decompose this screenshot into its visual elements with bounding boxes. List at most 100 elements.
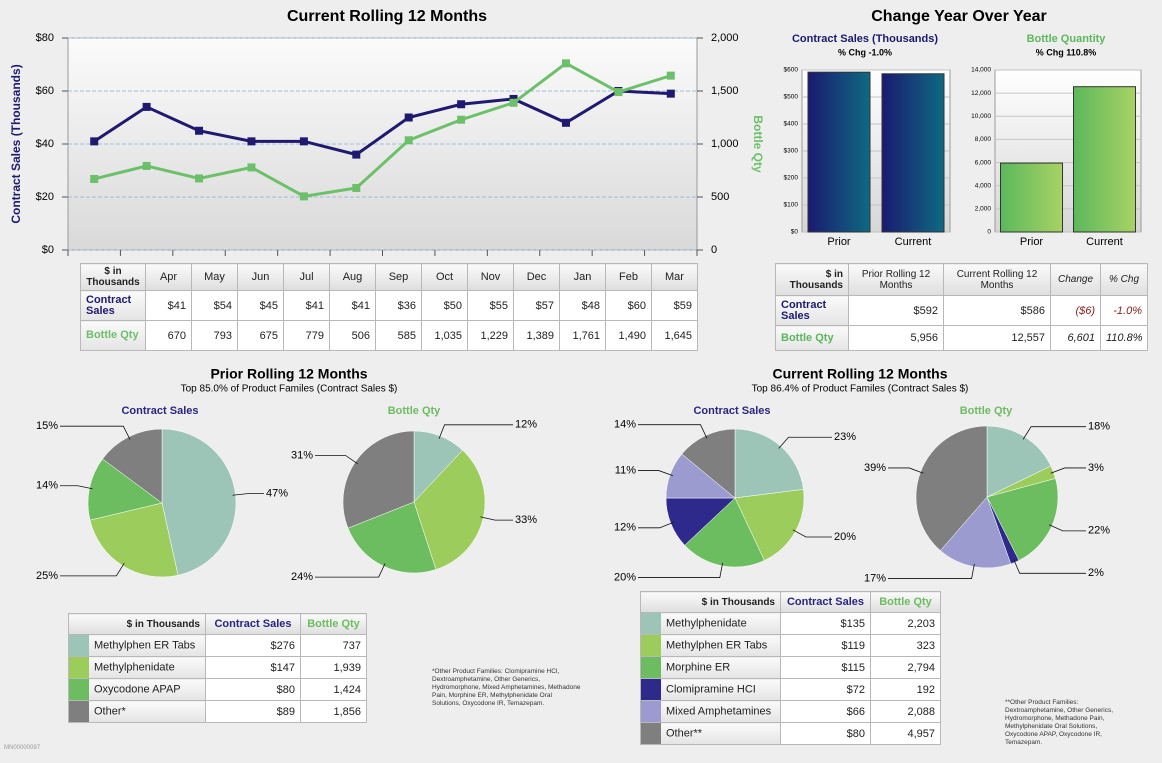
table-cell: $45 [237, 290, 284, 321]
chart-title: Bottle Quantity [1027, 33, 1107, 45]
table-cell: $41 [329, 290, 376, 321]
table-header: $ in Thousands [775, 263, 849, 296]
table-row: $ in Thousands Contract Sales Bottle Qty [640, 591, 941, 613]
leader-line [480, 516, 513, 521]
point [509, 98, 518, 107]
footnote: *Other Product Families: Clomipramine HC… [432, 668, 581, 707]
table-cell: 12,557 [943, 325, 1051, 351]
table-cell: 1,035 [421, 320, 468, 351]
point [142, 102, 151, 111]
color-swatch [69, 657, 89, 678]
table-cell: 793 [191, 320, 238, 351]
point [561, 118, 570, 127]
table-cell: 4,957 [870, 722, 941, 745]
table-row: $ in Thousands Prior Rolling 12 Months Cur… [775, 263, 1148, 296]
point [299, 137, 308, 146]
x-tick-label: Prior [827, 236, 851, 248]
table-header: $ in Thousands [68, 613, 206, 635]
table-cell: $89 [205, 700, 301, 723]
table-cell: 1,856 [300, 700, 367, 723]
y-tick-label: $300 [784, 148, 799, 155]
table-cell: 110.8% [1100, 325, 1148, 351]
category-label: Methylphenidate [94, 661, 175, 674]
pie-title: Contract Sales [693, 405, 770, 417]
color-swatch [69, 701, 89, 722]
bar [1073, 86, 1136, 233]
y-axis-label: Contract Sales (Thousands) [9, 64, 23, 223]
x-tick-label: Current [895, 236, 932, 248]
chart-title: Prior Rolling 12 Months [210, 366, 367, 382]
row-header: Methylphen ER Tabs [640, 634, 781, 657]
table-cell: 1,389 [513, 320, 560, 351]
column-header: Prior Rolling 12 Months [848, 263, 944, 296]
column-header: Bottle Qty [300, 613, 367, 635]
table-header: $ in Thousands [640, 591, 781, 613]
table-cell: $57 [513, 290, 560, 321]
table-row: Oxycodone APAP $80 1,424 [68, 678, 367, 701]
y-tick-label: 8,000 [975, 136, 992, 143]
y-tick-label: 12,000 [971, 90, 991, 97]
data-label: 12% [614, 522, 636, 534]
pie-title: Contract Sales [121, 405, 198, 417]
doc-id: MN00000097 [4, 745, 41, 751]
data-label: 22% [1088, 525, 1110, 537]
color-swatch [641, 613, 661, 634]
leader-line [1050, 467, 1086, 474]
column-header: Apr [145, 263, 192, 291]
column-header: Contract Sales [205, 613, 301, 635]
data-label: 14% [36, 480, 58, 492]
table-row: Morphine ER $115 2,794 [640, 656, 941, 679]
leader-line [232, 493, 264, 496]
y2-tick-label: 500 [711, 191, 729, 203]
table-cell: 506 [329, 320, 376, 351]
point [247, 163, 256, 172]
color-swatch [69, 635, 89, 656]
table-row: Methylphenidate $135 2,203 [640, 612, 941, 635]
table-cell: 779 [283, 320, 330, 351]
chart-subtitle: % Chg 110.8% [1036, 47, 1097, 57]
bar [807, 71, 871, 233]
column-header: Oct [421, 263, 468, 291]
data-label: 33% [515, 514, 537, 526]
chart-title: Current Rolling 12 Months [773, 366, 948, 382]
leader-line [60, 562, 125, 577]
column-header: Current Rolling 12 Months [943, 263, 1051, 296]
table-cell: $41 [283, 290, 330, 321]
table-cell: $80 [205, 678, 301, 701]
table-row: Contract Sales $592 $586 ($6) -1.0% [775, 295, 1148, 326]
table-cell: $59 [651, 290, 698, 321]
table-cell: $54 [191, 290, 238, 321]
column-header: Aug [329, 263, 376, 291]
table-row: Contract Sales $41 $54 $45 $41 $41 $36 $50 $55 $5… [80, 290, 698, 321]
point [614, 88, 623, 97]
point [666, 71, 675, 80]
row-header: Bottle Qty [775, 325, 849, 351]
table-row: Mixed Amphetamines $66 2,088 [640, 700, 941, 723]
point [299, 192, 308, 201]
row-header: Methylphen ER Tabs [68, 634, 206, 657]
data-label: 31% [291, 449, 313, 461]
table-cell: 323 [870, 634, 941, 657]
leader-line [638, 521, 674, 529]
category-label: Methylphenidate [666, 617, 747, 630]
table-cell: 6,601 [1050, 325, 1101, 351]
color-swatch [69, 679, 89, 700]
table-cell: $147 [205, 656, 301, 679]
y-tick-label: $80 [36, 32, 54, 44]
row-header: Other* [68, 700, 206, 723]
data-label: 23% [834, 431, 856, 443]
data-label: 11% [615, 464, 636, 476]
y-tick-label: 6,000 [975, 159, 992, 166]
leader-line [315, 454, 358, 465]
table-cell: 1,229 [467, 320, 514, 351]
table-row: Bottle Qty 5,956 12,557 6,601 110.8% [775, 325, 1148, 351]
table-cell: 2,203 [870, 612, 941, 635]
category-label: Morphine ER [666, 661, 731, 674]
y-tick-label: $60 [36, 85, 54, 97]
table-cell: 1,939 [300, 656, 367, 679]
color-swatch [641, 701, 661, 722]
y-tick-label: 4,000 [975, 182, 992, 189]
column-header: Bottle Qty [870, 591, 941, 613]
chart-title: Current Rolling 12 Months [287, 8, 487, 25]
